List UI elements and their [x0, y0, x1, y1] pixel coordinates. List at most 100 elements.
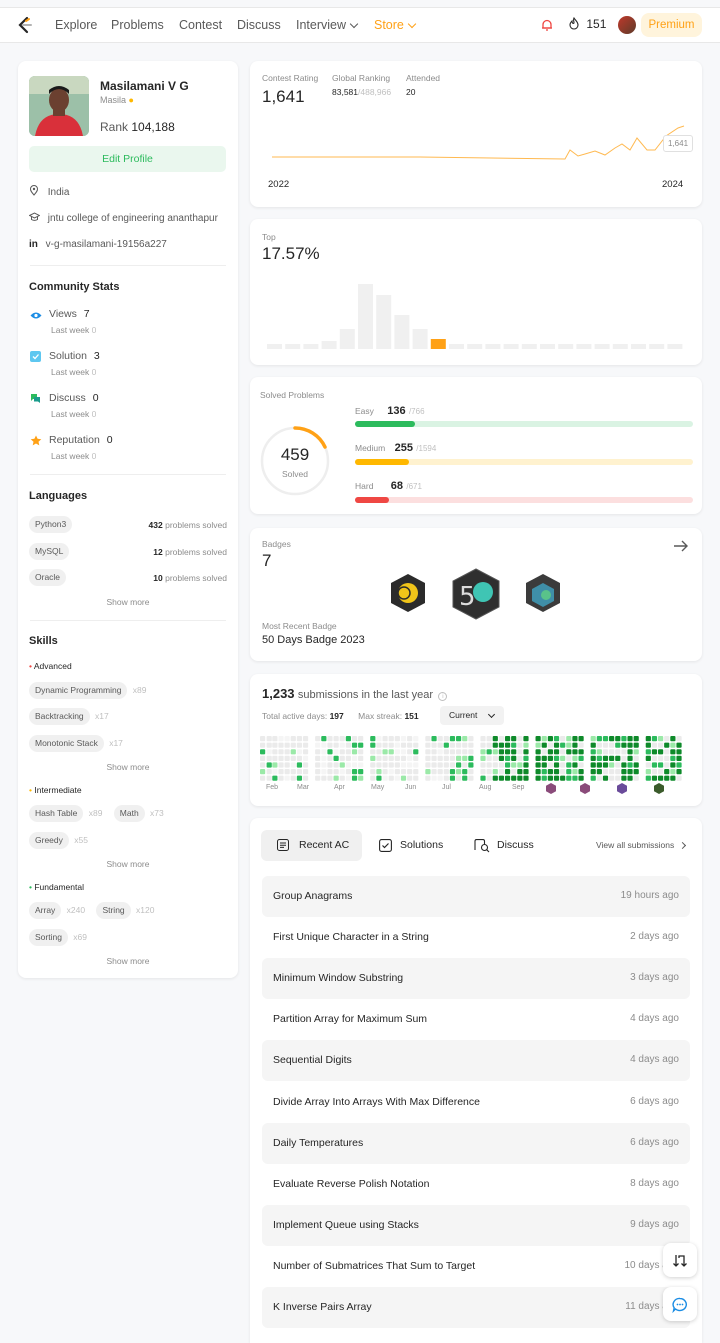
heatmap-cell [345, 769, 351, 775]
arrow-right-icon[interactable] [673, 539, 689, 553]
heatmap-cell [370, 736, 376, 742]
skill-tag[interactable]: Greedy [29, 832, 69, 849]
language-tag[interactable]: Python3 [29, 516, 73, 533]
heatmap-cell [358, 762, 364, 768]
submission-row[interactable]: Minimum Window Substring 3 days ago [262, 958, 690, 1000]
skill-tag[interactable]: String [96, 902, 131, 919]
skill-tag[interactable]: Array [29, 902, 62, 919]
year-select[interactable]: Current [440, 706, 504, 725]
streak-counter[interactable]: 151 [568, 16, 606, 31]
discuss-delta: 0 [91, 409, 97, 419]
school-row: jntu college of engineering ananthapur [28, 212, 218, 224]
heatmap-cell [670, 736, 676, 742]
submission-row[interactable]: First Unique Character in a String 2 days… [262, 917, 690, 958]
tab-discuss-label: Discuss [497, 839, 534, 851]
heatmap-cell [449, 749, 456, 755]
submissions-count: 1,233 [262, 686, 295, 701]
linkedin-row[interactable]: in v-g-masilamani-19156a227 [29, 239, 167, 250]
heatmap-cell [541, 775, 547, 781]
heatmap-cell [431, 769, 437, 775]
histogram-bar [521, 344, 537, 349]
recent-badge-name: 50 Days Badge 2023 [262, 634, 365, 646]
heatmap-cell [572, 742, 578, 748]
nav-interview[interactable]: Interview [296, 18, 359, 32]
discuss-bubble-icon [31, 394, 40, 403]
heatmap-cell [541, 749, 547, 755]
skill-tag[interactable]: Monotonic Stack [29, 735, 104, 752]
submission-row[interactable]: Divide Array Into Arrays With Max Differ… [262, 1082, 690, 1123]
language-tag[interactable]: Oracle [29, 569, 67, 586]
submission-title: Group Anagrams [273, 890, 353, 902]
heatmap-cell [578, 769, 584, 775]
heatmap-cell [394, 736, 400, 742]
heatmap-cell [358, 749, 364, 755]
submission-row[interactable]: Daily Temperatures 6 days ago [262, 1122, 690, 1164]
heatmap-cell [462, 742, 468, 748]
submission-row[interactable]: K Inverse Pairs Array 11 days ago [262, 1287, 690, 1328]
heatmap-cell [278, 749, 284, 755]
top-value: 17.57% [262, 244, 320, 263]
submission-row[interactable]: Number of Submatrices That Sum to Target… [262, 1246, 690, 1287]
nav-problems[interactable]: Problems [111, 18, 164, 32]
school-text: jntu college of engineering ananthapur [47, 213, 218, 224]
view-all-submissions-link[interactable]: View all submissions [596, 840, 686, 850]
heatmap-cell [504, 775, 511, 781]
heatmap-cell [480, 736, 486, 742]
submission-row[interactable]: Sequential Digits 4 days ago [262, 1040, 690, 1082]
skill-tag[interactable]: Backtracking [29, 708, 90, 725]
graduation-cap-icon [28, 212, 41, 221]
skill-tag[interactable]: Sorting [29, 929, 68, 946]
heatmap-cell [609, 775, 615, 781]
heatmap-cell [376, 775, 382, 781]
intermediate-show-more[interactable]: Show more [106, 859, 150, 869]
tab-recent-ac[interactable]: Recent AC [261, 830, 362, 861]
skill-tag[interactable]: Math [113, 805, 145, 822]
edit-profile-button[interactable]: Edit Profile [29, 146, 226, 172]
nav-store[interactable]: Store [374, 18, 417, 32]
checkbox-icon [379, 839, 392, 852]
language-tag[interactable]: MySQL [29, 543, 70, 560]
heatmap-cell [339, 742, 345, 748]
advanced-show-more[interactable]: Show more [106, 762, 150, 772]
heatmap-cell [535, 736, 541, 742]
skill-tag[interactable]: Dynamic Programming [29, 682, 128, 699]
language-count: 432 [148, 520, 163, 530]
submission-row[interactable]: Evaluate Reverse Polish Notation 8 days a… [262, 1164, 690, 1205]
nav-contest[interactable]: Contest [179, 18, 223, 32]
linkedin-text[interactable]: v-g-masilamani-19156a227 [45, 239, 167, 250]
skill-tag[interactable]: Hash Table [29, 805, 84, 822]
heatmap-cell [345, 775, 351, 781]
heatmap-cell [523, 749, 529, 755]
monthly-badge-icon [654, 783, 664, 794]
attended-label: Attended [406, 73, 441, 83]
leetcode-logo-icon[interactable] [16, 16, 34, 34]
nav-explore[interactable]: Explore [55, 18, 98, 32]
info-icon[interactable]: i [438, 692, 448, 701]
heatmap-cell [456, 736, 462, 742]
heatmap-cell [602, 742, 609, 748]
nav-discuss[interactable]: Discuss [237, 18, 281, 32]
feedback-chat-button[interactable] [663, 1287, 697, 1321]
heatmap-cell [388, 736, 394, 742]
profile-name: Masilamani V G [100, 79, 189, 93]
submission-row[interactable]: Partition Array for Maximum Sum 4 days ag… [262, 999, 690, 1040]
fundamental-show-more[interactable]: Show more [106, 956, 150, 966]
heatmap-cell [511, 769, 517, 775]
heatmap-cell [388, 762, 394, 768]
heatmap-cell [523, 742, 529, 748]
heatmap-cell [388, 769, 394, 775]
tab-discuss[interactable]: Discuss [474, 830, 544, 861]
switch-layout-button[interactable] [663, 1243, 697, 1277]
languages-show-more[interactable]: Show more [106, 597, 150, 607]
notification-bell-icon[interactable] [540, 18, 554, 32]
heatmap-cell [443, 775, 449, 781]
premium-button[interactable]: Premium [641, 13, 702, 37]
heatmap-cell [566, 736, 572, 742]
heatmap-cell [566, 755, 572, 761]
histogram-bar [358, 284, 373, 349]
user-avatar-icon[interactable] [618, 16, 636, 34]
heatmap-cell [609, 736, 615, 742]
submission-row[interactable]: Group Anagrams 19 hours ago [262, 876, 690, 917]
tab-solutions[interactable]: Solutions [378, 830, 458, 861]
submission-row[interactable]: Implement Queue using Stacks 9 days ago [262, 1204, 690, 1246]
